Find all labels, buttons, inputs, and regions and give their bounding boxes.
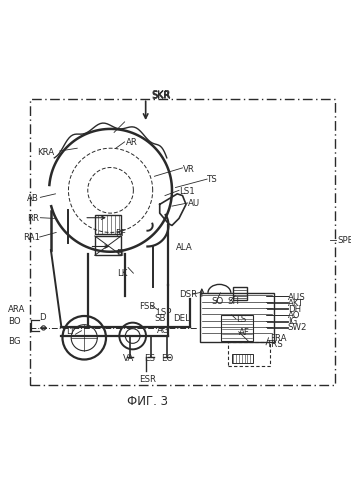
Text: SKR: SKR (152, 90, 171, 101)
Text: ФИГ. 3: ФИГ. 3 (127, 395, 168, 408)
Bar (95, 236, 121, 256)
Text: TS: TS (207, 176, 218, 184)
Text: ES: ES (145, 354, 155, 362)
Bar (221, 315, 253, 342)
Bar (200, 293, 274, 342)
Text: SO: SO (212, 298, 224, 306)
Text: RA1: RA1 (23, 233, 40, 242)
Text: FRA: FRA (270, 334, 287, 343)
Text: FSB: FSB (139, 302, 155, 310)
Bar (233, 286, 247, 300)
Text: IG: IG (288, 318, 297, 326)
Text: ARA: ARA (8, 305, 25, 314)
Text: SPB: SPB (337, 236, 351, 244)
Text: TRS: TRS (267, 340, 284, 349)
Text: D: D (39, 313, 46, 322)
Text: LSP: LSP (156, 308, 172, 316)
Text: SW2: SW2 (288, 324, 307, 332)
Text: VA: VA (123, 354, 134, 362)
Text: AF: AF (239, 328, 250, 337)
Bar (232, 354, 253, 363)
Text: ALA: ALA (176, 242, 192, 252)
Text: KRA: KRA (37, 148, 54, 157)
Text: RF: RF (115, 228, 126, 237)
Text: EO: EO (161, 354, 174, 362)
Text: RR: RR (27, 214, 39, 223)
Text: LT: LT (66, 327, 75, 336)
Text: SKR: SKR (153, 91, 170, 100)
Text: DEL: DEL (173, 314, 190, 323)
Text: AUS: AUS (288, 293, 306, 302)
Text: SB: SB (154, 314, 166, 323)
Text: DH: DH (288, 305, 301, 314)
Text: BG: BG (8, 338, 20, 346)
Bar (30, 99, 335, 385)
Text: EI: EI (116, 249, 124, 258)
Text: AG: AG (157, 326, 170, 334)
Text: LS1: LS1 (179, 186, 195, 196)
Text: AR: AR (126, 138, 138, 147)
Text: VR: VR (183, 165, 194, 174)
Text: AKT: AKT (288, 299, 304, 308)
Text: AU: AU (188, 199, 200, 208)
Text: DSR: DSR (179, 290, 197, 300)
Text: LS: LS (236, 315, 246, 324)
Text: LK: LK (118, 270, 128, 278)
Text: AB: AB (27, 194, 39, 202)
Bar (228, 342, 270, 366)
Text: ESR: ESR (139, 374, 155, 384)
Text: SH: SH (227, 298, 239, 306)
Text: BO: BO (8, 318, 20, 326)
Bar (95, 215, 121, 234)
Text: AO: AO (288, 312, 300, 320)
Text: SKR: SKR (152, 90, 171, 100)
